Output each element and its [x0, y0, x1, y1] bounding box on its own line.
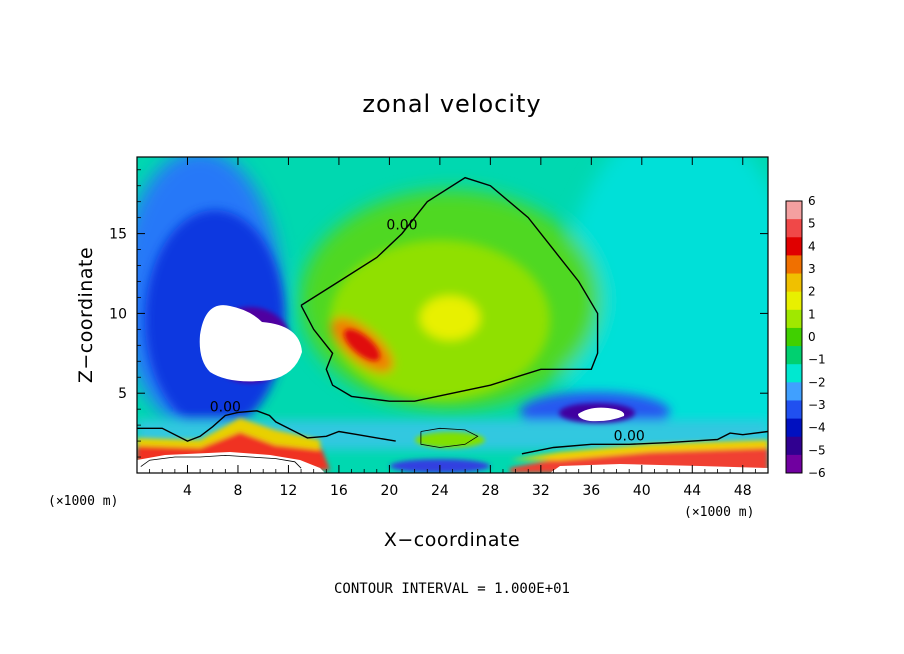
y-tick-label: 15 [109, 227, 127, 243]
colorbar-swatch [786, 364, 802, 383]
colorbar-swatch [786, 273, 802, 293]
colorbar-swatch [786, 418, 802, 438]
x-axis: 4 8 12 16 20 24 28 32 36 40 44 48 [149, 157, 756, 499]
colorbar-label: −5 [808, 443, 826, 457]
field-undefined-bottom-right [550, 464, 768, 473]
y-axis: 5 10 15 [109, 169, 768, 458]
x-tick-label: 28 [481, 483, 499, 499]
x-tick-label: 44 [683, 483, 701, 499]
y-tick-label: 10 [109, 306, 127, 322]
heatmap-field: 0.00 0.00 0.00 [137, 157, 768, 473]
colorbar-label: 5 [808, 217, 816, 231]
colorbar-label: 4 [808, 239, 816, 253]
contour-line [137, 410, 396, 442]
x-tick-label: 40 [633, 483, 651, 499]
colorbar-swatch [786, 436, 802, 456]
contour-lines: 0.00 0.00 0.00 [137, 176, 768, 469]
y-axis-label: Z−coordinate [75, 247, 97, 383]
contour-line [420, 427, 479, 448]
x-tick-label: 20 [380, 483, 398, 499]
x-tick-label: 24 [431, 483, 449, 499]
x-tick-label: 8 [233, 483, 242, 499]
colorbar-label: 6 [808, 194, 816, 208]
contour-label: 0.00 [614, 428, 645, 444]
colorbar-swatch [786, 454, 802, 474]
x-tick-label: 32 [532, 483, 550, 499]
x-tick-label: 4 [183, 483, 192, 499]
chart-title: zonal velocity [362, 90, 541, 118]
field-bottom-green-mid [415, 432, 485, 448]
field-bottom-yellow-right [510, 440, 768, 460]
colorbar-label: −4 [808, 421, 826, 435]
colorbar-swatch [786, 382, 802, 401]
x-tick-label: 36 [582, 483, 600, 499]
colorbar-swatch [786, 346, 802, 365]
contour-line [300, 176, 599, 402]
colorbar-label: 0 [808, 330, 816, 344]
field-undefined-right [578, 407, 625, 422]
colorbar-swatch [786, 219, 802, 238]
colorbar-label: −2 [808, 375, 826, 389]
colorbar: 6 5 4 3 2 1 0 −1 −2 −3 −4 −5 −6 [785, 194, 826, 480]
colorbar-swatch [786, 255, 802, 275]
colorbar-swatch [786, 400, 802, 420]
colorbar-swatch [786, 309, 802, 329]
field-yellow-max [420, 296, 480, 340]
field-undefined-left [199, 305, 302, 382]
y-tick-label: 5 [118, 386, 127, 402]
contour-interval-note: CONTOUR INTERVAL = 1.000E+01 [334, 581, 570, 597]
field-bottom-yellow-left [137, 418, 320, 450]
contour-line [521, 430, 768, 455]
contour-label: 0.00 [386, 218, 417, 234]
contour-label: 0.00 [210, 400, 241, 416]
colorbar-label: 3 [808, 262, 816, 276]
colorbar-swatch [786, 237, 802, 256]
x-unit-left: (×1000 m) [48, 494, 118, 509]
x-tick-label: 48 [734, 483, 752, 499]
colorbar-swatch [786, 291, 802, 311]
colorbar-swatch [786, 327, 802, 347]
colorbar-label: −3 [808, 398, 826, 412]
colorbar-label: 1 [808, 307, 816, 321]
colorbar-label: 2 [808, 285, 816, 299]
colorbar-label: −1 [808, 353, 826, 367]
x-unit-right: (×1000 m) [684, 505, 754, 520]
contour-line [140, 454, 302, 469]
colorbar-swatch [786, 201, 802, 220]
colorbar-label: −6 [808, 466, 826, 480]
x-axis-label: X−coordinate [384, 529, 520, 551]
x-tick-label: 16 [330, 483, 348, 499]
colorbar-frame [785, 200, 803, 474]
x-tick-label: 12 [280, 483, 298, 499]
field-red-jet [344, 329, 380, 361]
